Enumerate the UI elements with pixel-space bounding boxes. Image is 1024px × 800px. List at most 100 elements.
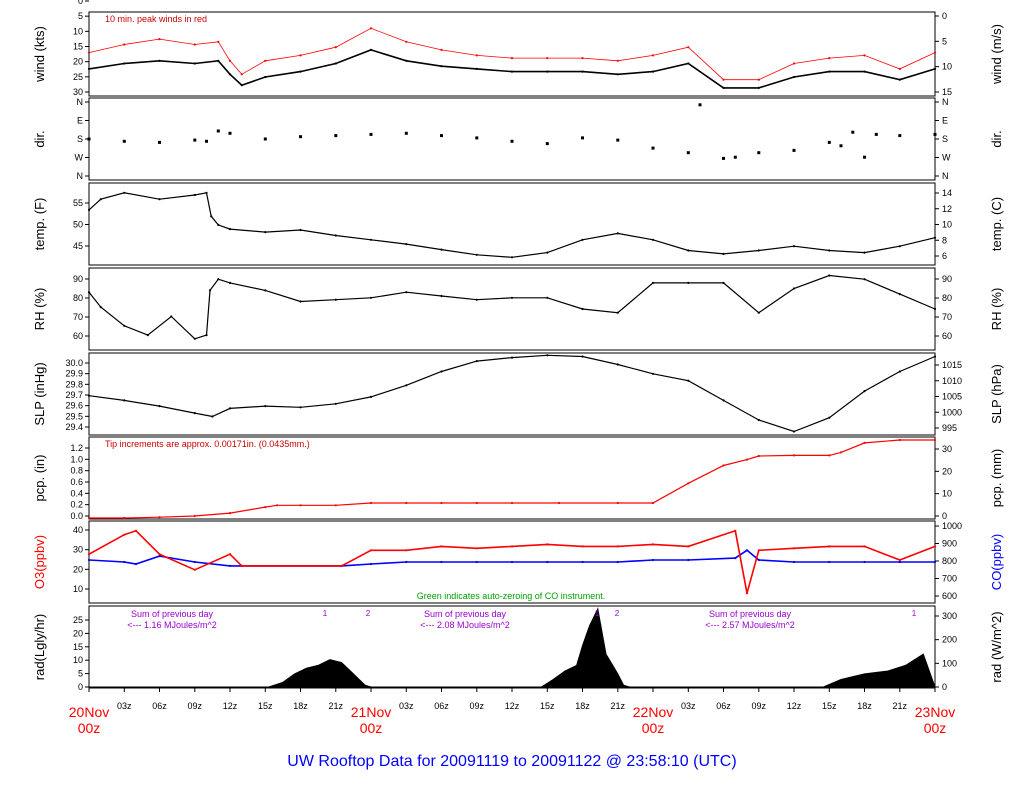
y-axis-label-right: dir. bbox=[989, 130, 1004, 147]
co-line-point bbox=[616, 560, 619, 564]
series-line-point bbox=[687, 281, 690, 284]
series-line-point bbox=[828, 416, 831, 419]
o3-line-point bbox=[933, 545, 937, 548]
panel-frame bbox=[88, 436, 936, 520]
peak-wind-line-point bbox=[898, 67, 901, 70]
series-line-point bbox=[228, 407, 232, 410]
right-tick-label: S bbox=[942, 134, 948, 144]
right-tick-label: 700 bbox=[942, 574, 957, 584]
co-line-point bbox=[828, 560, 831, 564]
y-axis-label-left: wind (kts) bbox=[32, 26, 47, 83]
direction-point bbox=[616, 138, 620, 142]
co-line-point bbox=[369, 562, 373, 566]
left-tick-label: 0.8 bbox=[70, 466, 83, 476]
o3-line-point bbox=[87, 553, 91, 556]
direction-point bbox=[158, 140, 161, 144]
direction-point bbox=[216, 129, 220, 133]
series-line-point bbox=[99, 306, 102, 309]
y-axis-label-left: RH (%) bbox=[32, 288, 47, 331]
right-tick-label: 10 bbox=[942, 62, 952, 72]
y-axis-label-right: wind (m/s) bbox=[989, 24, 1004, 85]
radiation-sum-value: <--- 1.16 MJoules/m^2 bbox=[127, 620, 217, 630]
left-tick-label: N bbox=[77, 97, 84, 107]
o3-line-point bbox=[651, 543, 655, 546]
co-line-point bbox=[228, 564, 232, 568]
series-line-point bbox=[557, 501, 561, 505]
y-axis-label-right: SLP (hPa) bbox=[989, 364, 1004, 424]
series-line-point bbox=[792, 245, 796, 248]
series-line-point bbox=[651, 238, 655, 241]
direction-point bbox=[933, 132, 937, 136]
day-date-label: 20Nov bbox=[69, 704, 109, 720]
series-line-point bbox=[863, 251, 866, 254]
y-axis-label-left: temp. (F) bbox=[32, 198, 47, 251]
right-tick-label: 995 bbox=[942, 423, 957, 433]
direction-point bbox=[193, 138, 197, 142]
right-tick-label: 600 bbox=[942, 591, 957, 601]
time-tick-label: 15z bbox=[540, 701, 555, 711]
right-tick-label: 1000 bbox=[942, 521, 962, 531]
left-tick-label: W bbox=[75, 153, 84, 163]
panel-frame bbox=[88, 352, 936, 436]
peak-wind-line-point bbox=[581, 57, 584, 60]
series-line-point bbox=[123, 516, 126, 520]
peak-wind-line-point bbox=[757, 78, 760, 81]
time-tick-label: 03z bbox=[681, 701, 696, 711]
left-tick-label: 30 bbox=[73, 545, 83, 555]
left-tick-label: 10 bbox=[73, 655, 83, 665]
o3-line-point bbox=[546, 543, 549, 546]
left-tick-label: 29.5 bbox=[65, 411, 83, 421]
peak-wind-line-point bbox=[616, 59, 619, 62]
panel-note: Tip increments are approx. 0.00171in. (0… bbox=[105, 439, 310, 449]
direction-point bbox=[228, 131, 232, 135]
co-line-point bbox=[475, 560, 478, 564]
co-line-point bbox=[687, 558, 690, 562]
time-tick-label: 18z bbox=[575, 701, 590, 711]
series-line-point bbox=[475, 360, 478, 363]
time-tick-label: 12z bbox=[787, 701, 802, 711]
series-line-point bbox=[87, 516, 91, 520]
left-tick-label: 30.0 bbox=[65, 358, 83, 368]
chart-title: UW Rooftop Data for 20091119 to 20091122… bbox=[287, 753, 736, 770]
co-line-point bbox=[134, 562, 138, 566]
series-line-point bbox=[228, 511, 232, 515]
right-tick-label: 70 bbox=[942, 312, 952, 322]
co-line-point bbox=[440, 560, 443, 564]
series-line-point bbox=[792, 287, 796, 290]
panel-sea_level_pressure: 29.429.529.629.729.829.930.0 995 1000 1005 1… bbox=[32, 352, 1004, 436]
right-tick-label: 14 bbox=[942, 188, 952, 198]
series-line-point bbox=[405, 384, 408, 387]
o3-line-point bbox=[134, 529, 138, 532]
series-line-point bbox=[792, 454, 796, 457]
o3-line-point bbox=[228, 553, 232, 556]
direction-point bbox=[733, 155, 737, 159]
series-line-point bbox=[898, 245, 901, 248]
right-tick-label: 900 bbox=[942, 539, 957, 549]
o3-line bbox=[88, 529, 936, 594]
series-line-point bbox=[722, 399, 725, 402]
wind-speed-line-point bbox=[757, 86, 760, 89]
series-line-point bbox=[210, 215, 213, 218]
wind-speed-line-point bbox=[123, 62, 126, 65]
o3-line-point bbox=[687, 545, 690, 548]
direction-point bbox=[369, 132, 373, 136]
o3-line-point bbox=[792, 547, 796, 550]
series-line-point bbox=[264, 405, 267, 408]
left-tick-label: 25 bbox=[73, 615, 83, 625]
day-hour-label: 00z bbox=[360, 720, 383, 736]
panel-note: Green indicates auto-zeroing of CO instr… bbox=[417, 591, 606, 601]
wind-speed-line-point bbox=[933, 67, 937, 70]
o3-line-point bbox=[240, 564, 243, 568]
co-line-point bbox=[933, 560, 937, 564]
series-line-point bbox=[757, 249, 760, 252]
series-line-point bbox=[757, 311, 760, 314]
direction-point bbox=[874, 132, 878, 136]
peak-wind-line-point bbox=[240, 73, 243, 76]
o3-line-point bbox=[581, 545, 584, 548]
series-line-point bbox=[158, 405, 161, 408]
time-tick-label: 15z bbox=[822, 701, 837, 711]
series-line-point bbox=[616, 232, 619, 235]
direction-point bbox=[510, 139, 514, 143]
left-tick-label: 20 bbox=[73, 628, 83, 638]
series-line-point bbox=[581, 355, 584, 358]
